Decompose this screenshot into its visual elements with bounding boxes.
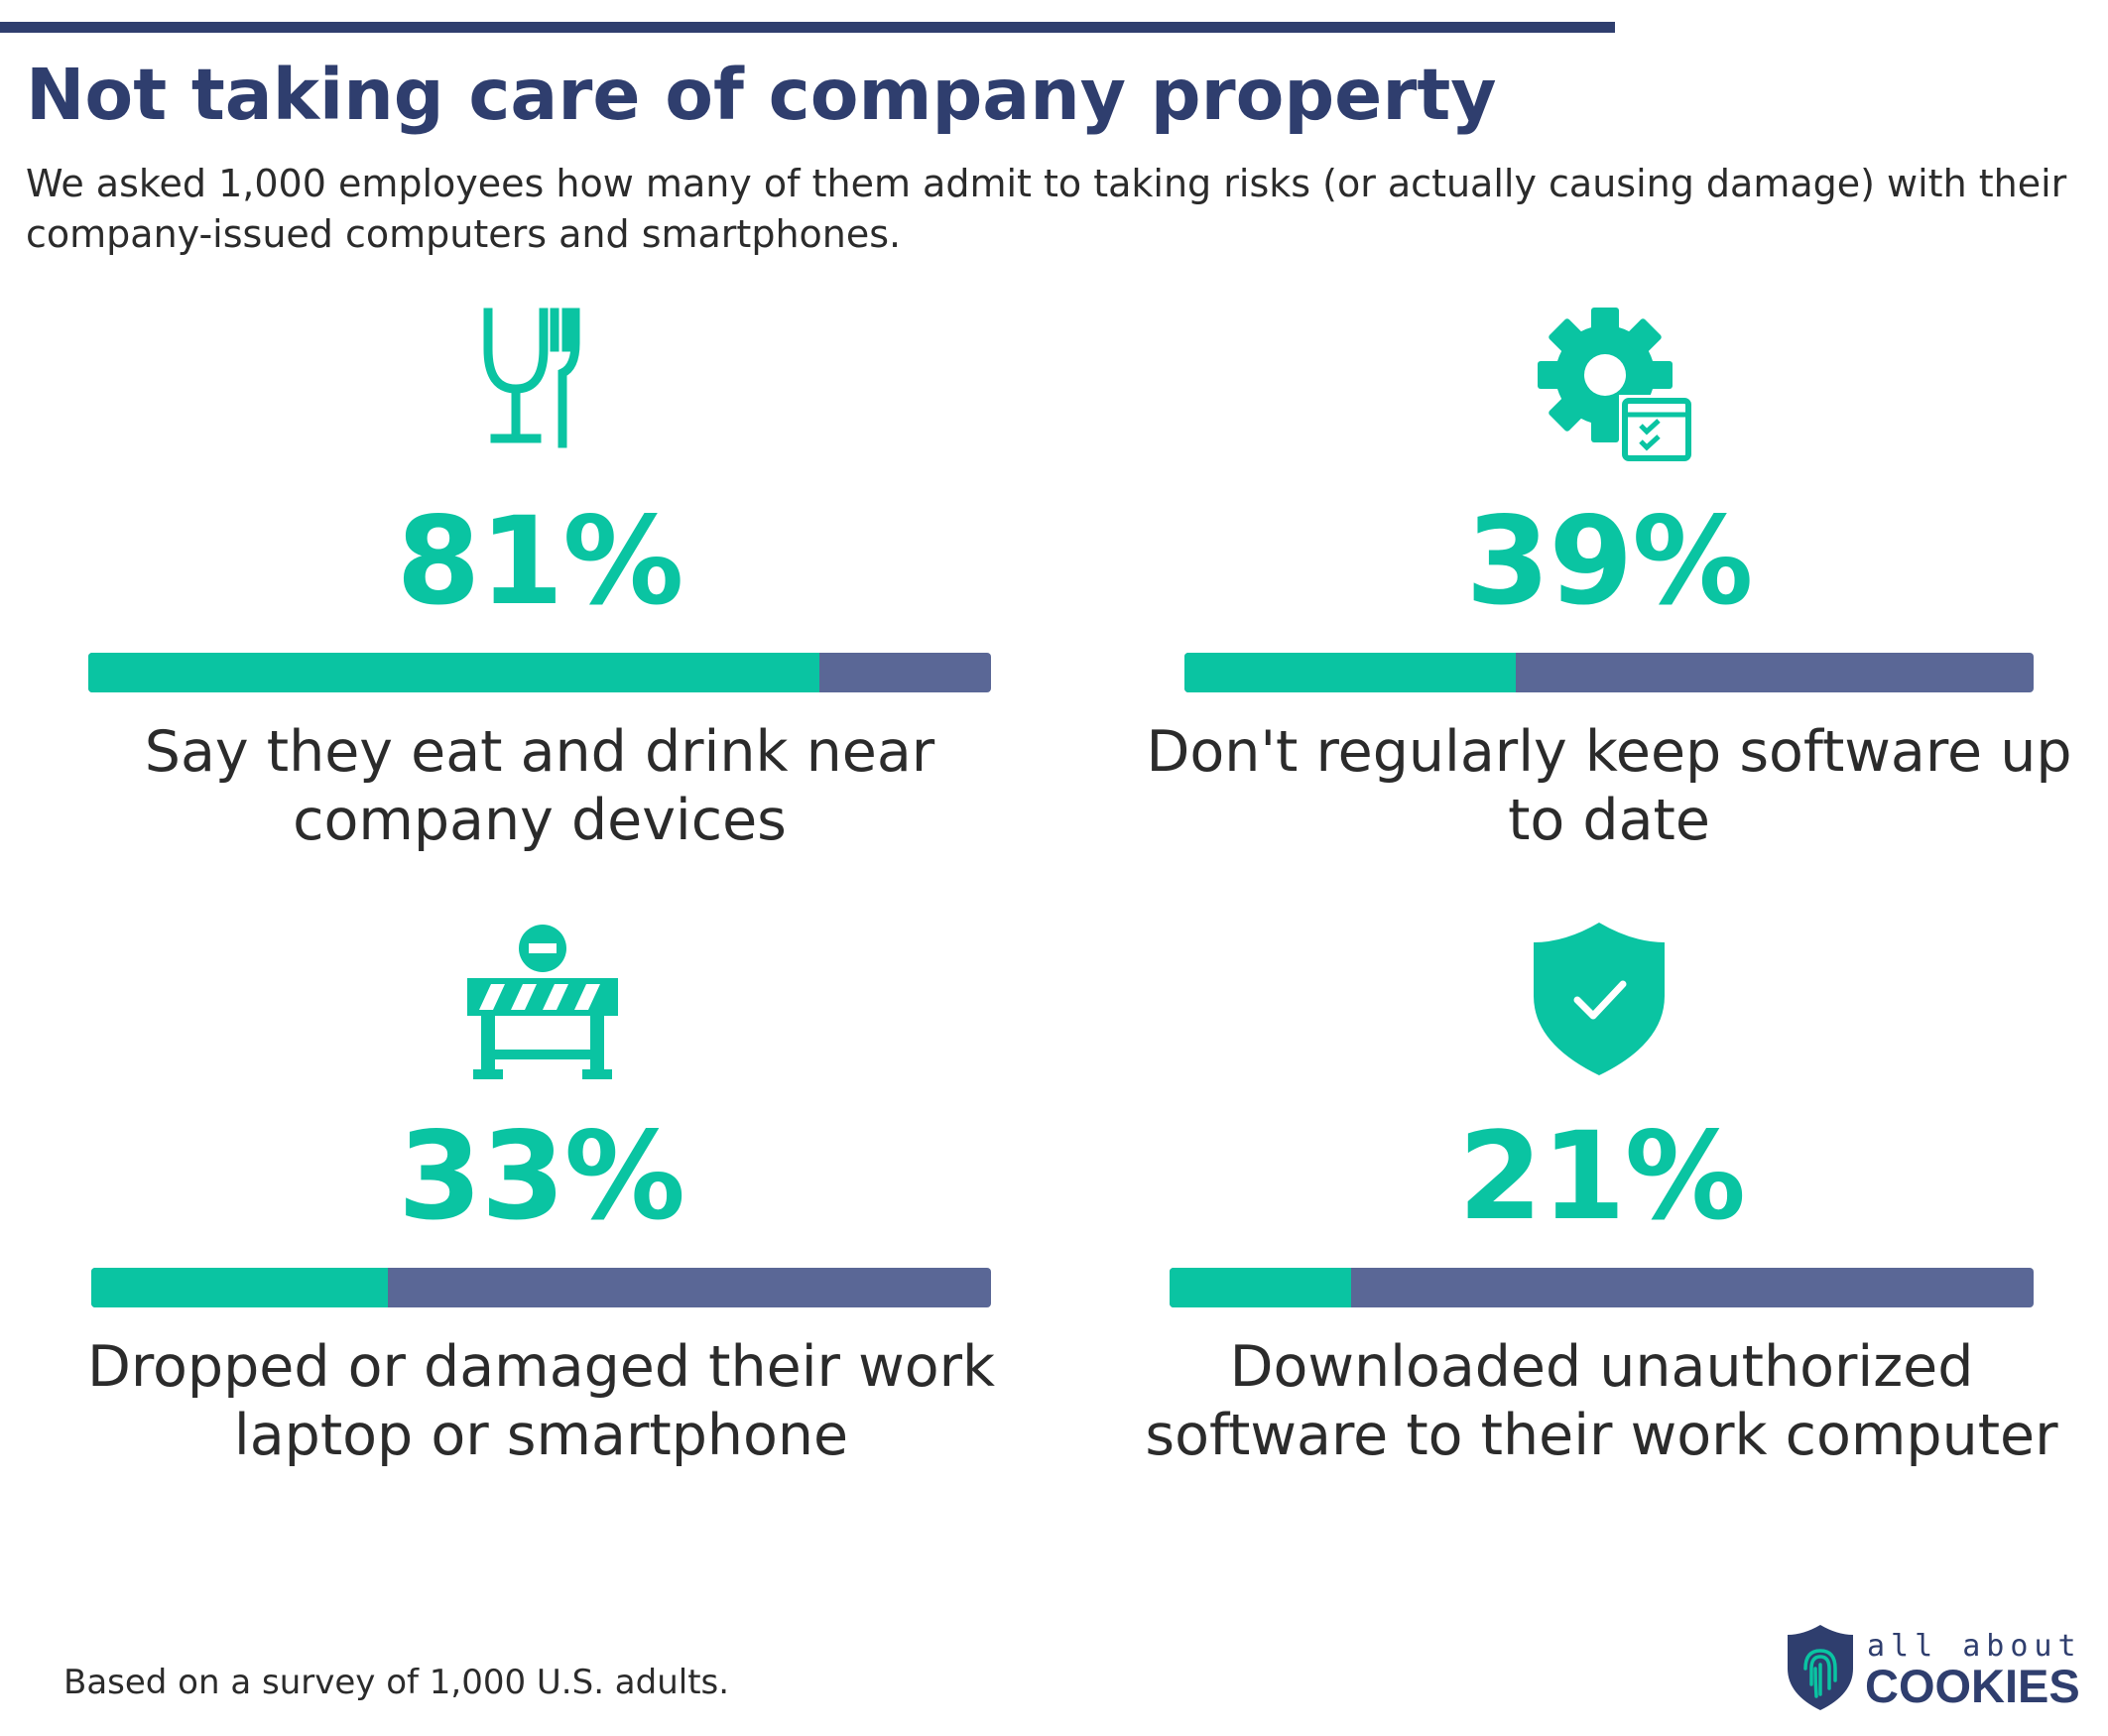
stat-label: Downloaded unauthorized software to thei… (1145, 1334, 2058, 1468)
stat-value: 33% (397, 1106, 685, 1247)
footnote: Based on a survey of 1,000 U.S. adults. (63, 1663, 730, 1702)
stat-bar-fill (91, 1268, 389, 1307)
stat-bar-fill (1170, 1268, 1351, 1307)
food-drink-icon (483, 308, 582, 448)
stat-bar-fill (88, 653, 820, 692)
brand-logo: all about COOKIES (1786, 1623, 2083, 1712)
stat-value: 81% (396, 491, 683, 632)
stat-unauthorized-software: 21% Downloaded unauthorized software to … (1145, 913, 2058, 1548)
stat-eat-drink: 81% Say they eat and drink near company … (88, 298, 991, 873)
stat-value: 39% (1465, 491, 1753, 632)
shield-fingerprint-icon (1786, 1623, 1855, 1712)
shield-check-icon (1532, 921, 1667, 1077)
stat-bar (1170, 1268, 2034, 1307)
stat-bar-fill (1184, 653, 1516, 692)
barrier-icon (463, 923, 622, 1081)
page-title: Not taking care of company property (26, 54, 1497, 136)
top-rule (0, 22, 1615, 33)
stat-dropped-damaged: 33% Dropped or damaged their work laptop… (87, 913, 995, 1488)
stat-label: Don't regularly keep software up to date (1146, 719, 2072, 853)
gear-update-icon (1534, 304, 1692, 462)
logo-text-top: all about (1867, 1629, 2082, 1664)
logo-text-bottom: COOKIES (1865, 1660, 2080, 1712)
stat-value: 21% (1457, 1106, 1746, 1247)
page-subtitle: We asked 1,000 employees how many of the… (26, 162, 2067, 256)
stat-bar (91, 1268, 991, 1307)
stat-label: Say they eat and drink near company devi… (144, 719, 935, 853)
stat-bar (88, 653, 991, 692)
stat-label: Dropped or damaged their work laptop or … (86, 1334, 996, 1468)
stat-software-updates: 39% Don't regularly keep software up to … (1146, 298, 2072, 873)
stat-bar (1184, 653, 2034, 692)
